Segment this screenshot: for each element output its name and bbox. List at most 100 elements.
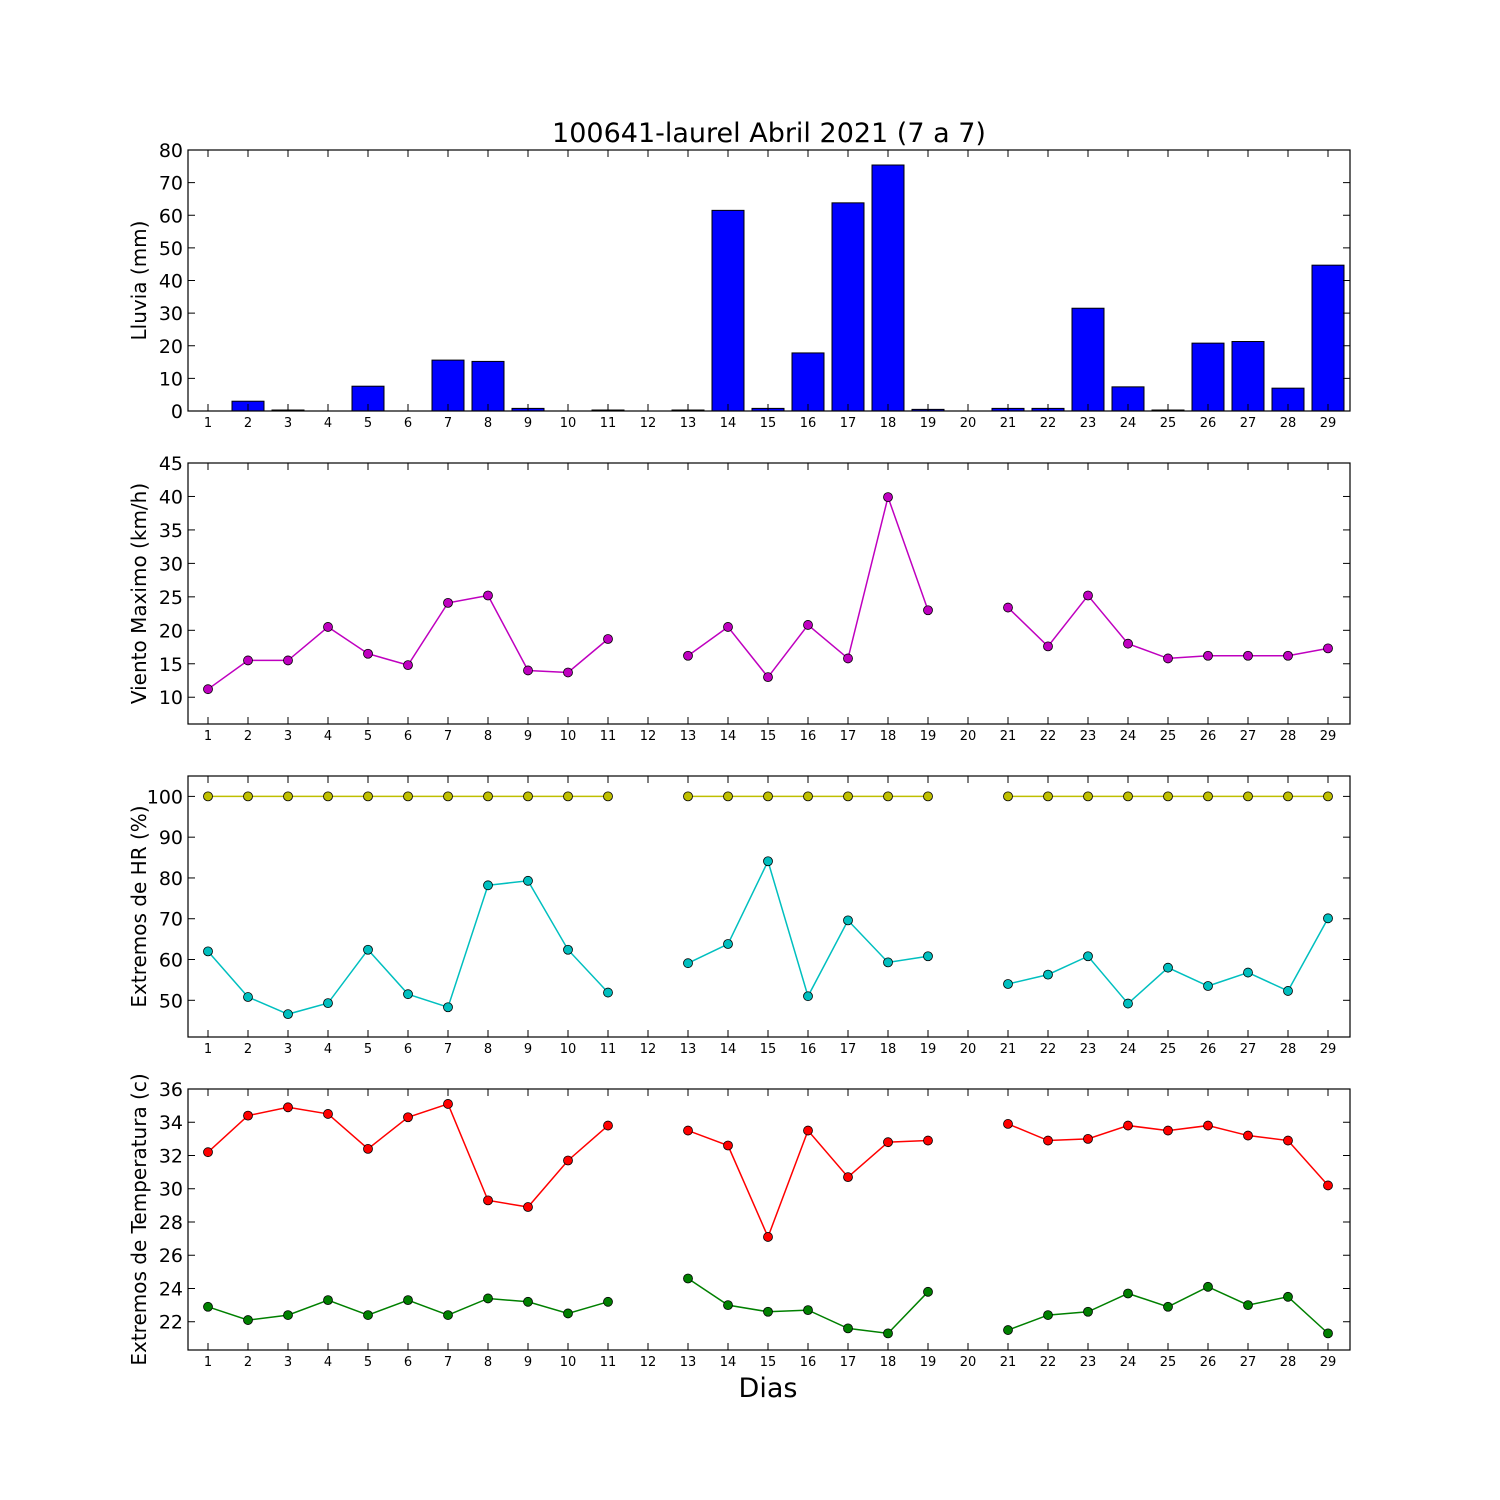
rain-ytick-label-30: 30 (159, 303, 183, 325)
hr-series1-point-27 (1243, 791, 1253, 802)
temp-series1-point-9 (523, 1202, 533, 1212)
hr-series2-point-13 (683, 958, 693, 969)
wind-series1-point-16 (803, 620, 813, 630)
temp-series2-point-24 (1123, 1288, 1133, 1299)
rain-ytick-label-80: 80 (159, 140, 183, 162)
hr-series2-point-8 (483, 880, 493, 891)
wind-series1-point-26 (1203, 650, 1213, 661)
temp-series2-point-2 (243, 1315, 253, 1325)
temp-series2-point-10 (563, 1308, 573, 1319)
temp-xtick-label-21: 21 (1000, 1355, 1017, 1370)
temp-xtick-label-28: 28 (1280, 1355, 1297, 1370)
temp-series2-point-4 (323, 1295, 333, 1306)
hr-ylabel: Extremos de HR (%) (127, 805, 151, 1007)
wind-series1-point-6 (403, 660, 413, 671)
temp-series1-point-11 (603, 1120, 613, 1131)
temp-xtick-label-19: 19 (920, 1355, 937, 1370)
temp-series1-point-24 (1123, 1120, 1133, 1131)
wind-series1-point-21 (1003, 602, 1013, 613)
rain-xtick-label-22: 22 (1040, 416, 1057, 431)
temp-xtick-label-17: 17 (840, 1355, 857, 1370)
hr-xtick-label-24: 24 (1120, 1042, 1137, 1057)
wind-series1-point-10 (563, 667, 573, 678)
temp-series1-point-23 (1083, 1133, 1093, 1144)
hr-series1-point-4 (323, 791, 333, 802)
hr-xtick-label-23: 23 (1080, 1042, 1097, 1057)
hr-series1-point-6 (403, 791, 413, 802)
rain-bar-17 (831, 202, 865, 412)
temp-xtick-label-7: 7 (444, 1355, 452, 1370)
hr-series2-point-1 (203, 946, 213, 957)
wind-series1-line-2 (687, 494, 929, 679)
temp-series1-point-26 (1203, 1120, 1213, 1131)
hr-series1-point-1 (203, 791, 213, 802)
wind-xtick-label-11: 11 (600, 729, 617, 744)
rain-xtick-label-11: 11 (600, 416, 617, 431)
temp-xtick-label-1: 1 (204, 1355, 212, 1370)
rain-ytick-label-70: 70 (159, 173, 183, 195)
temp-xtick-label-14: 14 (720, 1355, 737, 1370)
rain-bar-29 (1311, 264, 1345, 412)
wind-ytick-label-30: 30 (159, 553, 183, 575)
hr-xtick-label-5: 5 (364, 1042, 372, 1057)
wind-ytick-label-25: 25 (159, 587, 183, 609)
temp-xtick-label-29: 29 (1320, 1355, 1337, 1370)
hr-series2-point-21 (1003, 979, 1013, 989)
rain-xtick-label-21: 21 (1000, 416, 1017, 431)
rain-ytick-label-10: 10 (159, 368, 183, 390)
hr-series2-point-19 (923, 951, 933, 962)
hr-series1-point-5 (363, 791, 373, 802)
hr-xtick-label-16: 16 (800, 1042, 817, 1057)
hr-xtick-label-11: 11 (600, 1042, 617, 1057)
temp-series1-point-3 (283, 1102, 293, 1113)
temp-ylabel: Extremos de Temperatura (c) (127, 1073, 151, 1365)
temp-xtick-label-15: 15 (760, 1355, 777, 1370)
rain-xtick-label-9: 9 (524, 416, 532, 431)
rain-xtick-label-15: 15 (760, 416, 777, 431)
hr-series1-point-22 (1043, 791, 1053, 802)
temp-xtick-label-3: 3 (284, 1355, 292, 1370)
wind-series1-point-19 (923, 605, 933, 616)
rain-ytick-label-40: 40 (159, 271, 183, 293)
rain-xtick-label-26: 26 (1200, 416, 1217, 431)
temp-series1-point-5 (363, 1143, 373, 1154)
hr-series1-point-13 (683, 791, 693, 802)
wind-xtick-label-3: 3 (284, 729, 292, 744)
hr-series1-point-25 (1163, 791, 1173, 802)
wind-series1-point-17 (843, 653, 853, 664)
temp-series1-point-27 (1243, 1130, 1253, 1141)
wind-series1-point-23 (1083, 590, 1093, 601)
hr-series2-point-3 (283, 1009, 293, 1020)
rain-ytick-label-20: 20 (159, 336, 183, 358)
hr-series1-point-28 (1283, 791, 1293, 802)
hr-series1-point-24 (1123, 791, 1133, 802)
wind-series1-point-9 (523, 665, 533, 676)
wind-plot-frame (187, 462, 1351, 725)
hr-ytick-label-50: 50 (159, 990, 183, 1012)
wind-series1-point-22 (1043, 641, 1053, 652)
hr-xtick-label-10: 10 (560, 1042, 577, 1057)
wind-series1-line-3 (1007, 594, 1329, 660)
hr-xtick-label-28: 28 (1280, 1042, 1297, 1057)
rain-ylabel: Lluvia (mm) (127, 221, 151, 341)
wind-xtick-label-14: 14 (720, 729, 737, 744)
hr-series2-point-9 (523, 875, 533, 886)
rain-xtick-label-18: 18 (880, 416, 897, 431)
wind-xtick-label-4: 4 (324, 729, 332, 744)
hr-series2-point-6 (403, 989, 413, 1000)
wind-xtick-label-23: 23 (1080, 729, 1097, 744)
wind-xtick-label-29: 29 (1320, 729, 1337, 744)
temp-series2-point-11 (603, 1296, 613, 1307)
hr-series2-point-5 (363, 944, 373, 955)
hr-xtick-label-18: 18 (880, 1042, 897, 1057)
hr-series2-point-26 (1203, 981, 1213, 991)
rain-xtick-label-4: 4 (324, 416, 332, 431)
temp-series1-point-10 (563, 1155, 573, 1166)
temp-series1-point-2 (243, 1110, 253, 1121)
wind-xtick-label-19: 19 (920, 729, 937, 744)
hr-ytick-label-90: 90 (159, 827, 183, 849)
